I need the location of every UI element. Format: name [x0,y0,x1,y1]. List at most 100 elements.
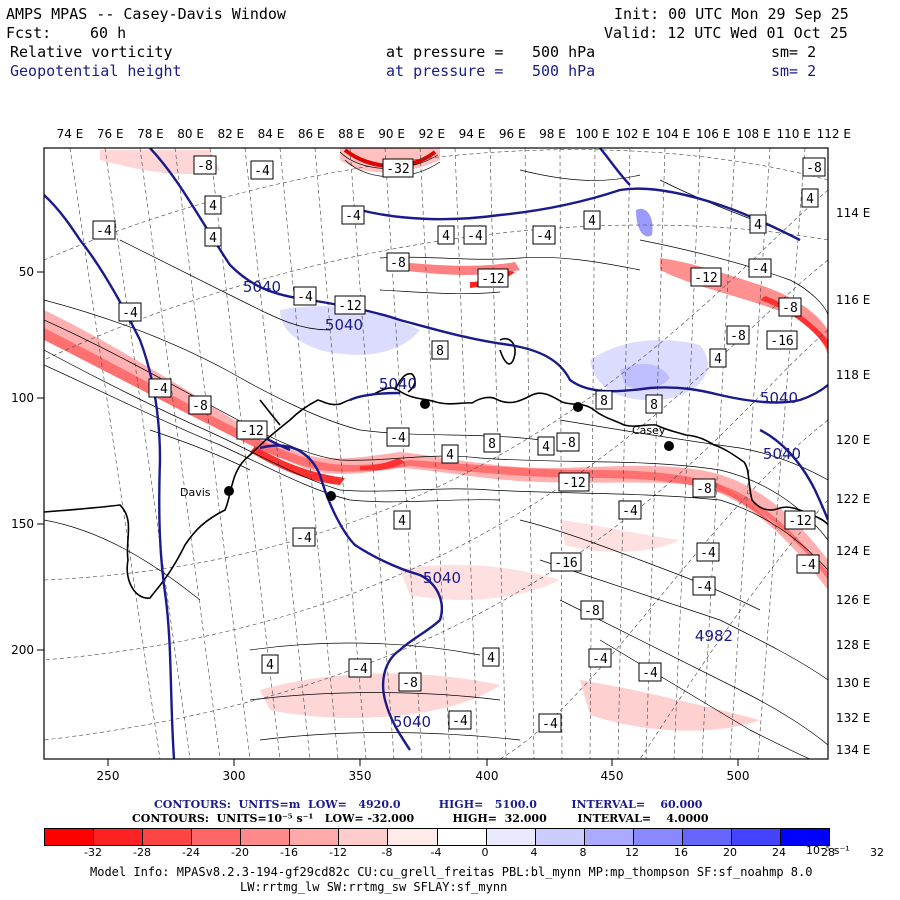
vorticity-value-label: -8 [193,155,217,175]
top-lon-label: 108 E [736,127,770,141]
vorticity-value-label: -12 [334,295,366,315]
vorticity-value-label: -32 [382,158,414,178]
vorticity-value-label: -8 [398,672,422,692]
field2-name: Geopotential height [10,62,182,80]
pressure1-label: at pressure = [386,43,504,61]
vorticity-value-label: -4 [148,378,172,398]
station-label: Davis [180,486,211,499]
vorticity-value-label: 4 [204,227,222,247]
top-lon-label: 96 E [499,127,526,141]
axis-layer: 74 E 76 E 78 E 80 E 82 E 84 E 86 E 88 E 90 E 92 E… [11,127,870,783]
pressure2-label: at pressure = [386,62,504,80]
svg-text:4: 4 [588,214,596,229]
vorticity-value-label: -12 [477,268,509,288]
colorbar-cell [339,829,389,845]
vorticity-value-label: -4 [341,205,365,225]
colorbar-cell [682,829,732,845]
station-label-layer: Davis Casey [180,424,666,499]
vorticity-value-label: 8 [645,394,663,414]
svg-text:-8: -8 [192,399,208,414]
vorticity-value-label: -4 [538,713,562,733]
x-tick-label: 300 [223,769,246,783]
svg-text:-4: -4 [700,546,716,561]
top-lon-label: 88 E [338,127,365,141]
coastline [44,338,828,599]
casey-station-marker [664,441,674,451]
colorbar-cell [192,829,242,845]
model-info-line2: LW:rrtmg_lw SW:rrtmg_sw SFLAY:sf_mynn [240,880,508,894]
svg-text:8: 8 [600,394,608,409]
top-lon-label: 94 E [459,127,486,141]
colorbar-tick-label: -24 [182,846,200,859]
svg-text:4: 4 [806,192,814,207]
init-time: Init: 00 UTC Mon 29 Sep 25 [614,5,849,23]
vorticity-value-label: 4 [482,647,500,667]
vorticity-value-label: -4 [532,225,556,245]
svg-text:-8: -8 [584,604,600,619]
colorbar-cell [731,829,781,845]
height-contour-label: 5040 [325,316,363,334]
svg-text:-16: -16 [770,334,793,349]
valid-time: Valid: 12 UTC Wed 01 Oct 25 [604,24,848,42]
smoothing1: sm= 2 [771,43,817,61]
svg-text:-4: -4 [752,262,768,277]
vorticity-value-label: -12 [690,267,722,287]
vorticity-value-label: -4 [92,220,116,240]
station-marker [326,491,336,501]
vorticity-value-label: -4 [463,225,487,245]
vorticity-value-label: -8 [802,157,826,177]
colorbar-tick-label: 32 [870,846,884,859]
graticule [44,148,828,759]
top-lon-label: 86 E [298,127,325,141]
vorticity-value-label: 8 [595,390,613,410]
colorbar-cell [437,829,487,845]
colorbar-tick-label: 24 [772,846,786,859]
svg-text:-4: -4 [452,714,468,729]
y-tick-label: 50 [19,265,34,279]
field1-name: Relative vorticity [10,43,173,61]
top-lon-label: 106 E [696,127,730,141]
svg-text:-8: -8 [390,256,406,271]
height-contour-label: 5040 [393,713,431,731]
svg-text:4: 4 [209,199,217,214]
vorticity-value-label: 4 [583,210,601,230]
colorbar-cell [780,829,829,845]
vorticity-value-label: -4 [293,286,317,306]
top-lon-label: 78 E [137,127,164,141]
vorticity-value-label: 4 [801,188,819,208]
vorticity-contours [44,151,828,759]
y-tick-label: 200 [11,643,34,657]
svg-text:4: 4 [446,448,454,463]
station-marker [420,399,430,409]
colorbar-tick-label: 4 [530,846,538,859]
svg-text:-4: -4 [96,224,112,239]
svg-text:-8: -8 [782,301,798,316]
colorbar-tick-label: -4 [430,846,442,859]
colorbar-tick-label: 28 [821,846,835,859]
top-lon-label: 76 E [97,127,124,141]
forecast-value: 60 h [90,24,127,42]
svg-text:-4: -4 [800,558,816,573]
vorticity-value-label: -8 [556,432,580,452]
height-contour-info: CONTOURS: UNITS=m LOW= 4920.0 HIGH= 5100… [154,798,703,811]
top-lon-label: 82 E [217,127,244,141]
vorticity-label-layer: -8 -32 -4 -4 4 4 -4 -4 4 -4 4 -8 -12 8 -4 -4 -12 -8 -8 -4 -1… [92,155,826,733]
vorticity-value-label: -4 [638,662,662,682]
svg-text:8: 8 [488,437,496,452]
colorbar-cell [290,829,340,845]
svg-text:-12: -12 [338,299,361,314]
vorticity-value-label: -4 [348,658,372,678]
height-contour-label: 5040 [760,389,798,407]
svg-text:4: 4 [542,440,550,455]
vorticity-value-label: -4 [250,160,274,180]
svg-text:4: 4 [442,229,450,244]
top-lon-label: 90 E [378,127,405,141]
top-lon-label: 92 E [418,127,445,141]
colorbar-tick-label: -32 [84,846,102,859]
right-lon-label: 114 E [836,206,870,220]
colorbar [44,828,830,846]
colorbar-cell [241,829,291,845]
vorticity-value-label: 4 [393,510,411,530]
colorbar-cell [143,829,193,845]
top-lon-label: 112 E [817,127,851,141]
